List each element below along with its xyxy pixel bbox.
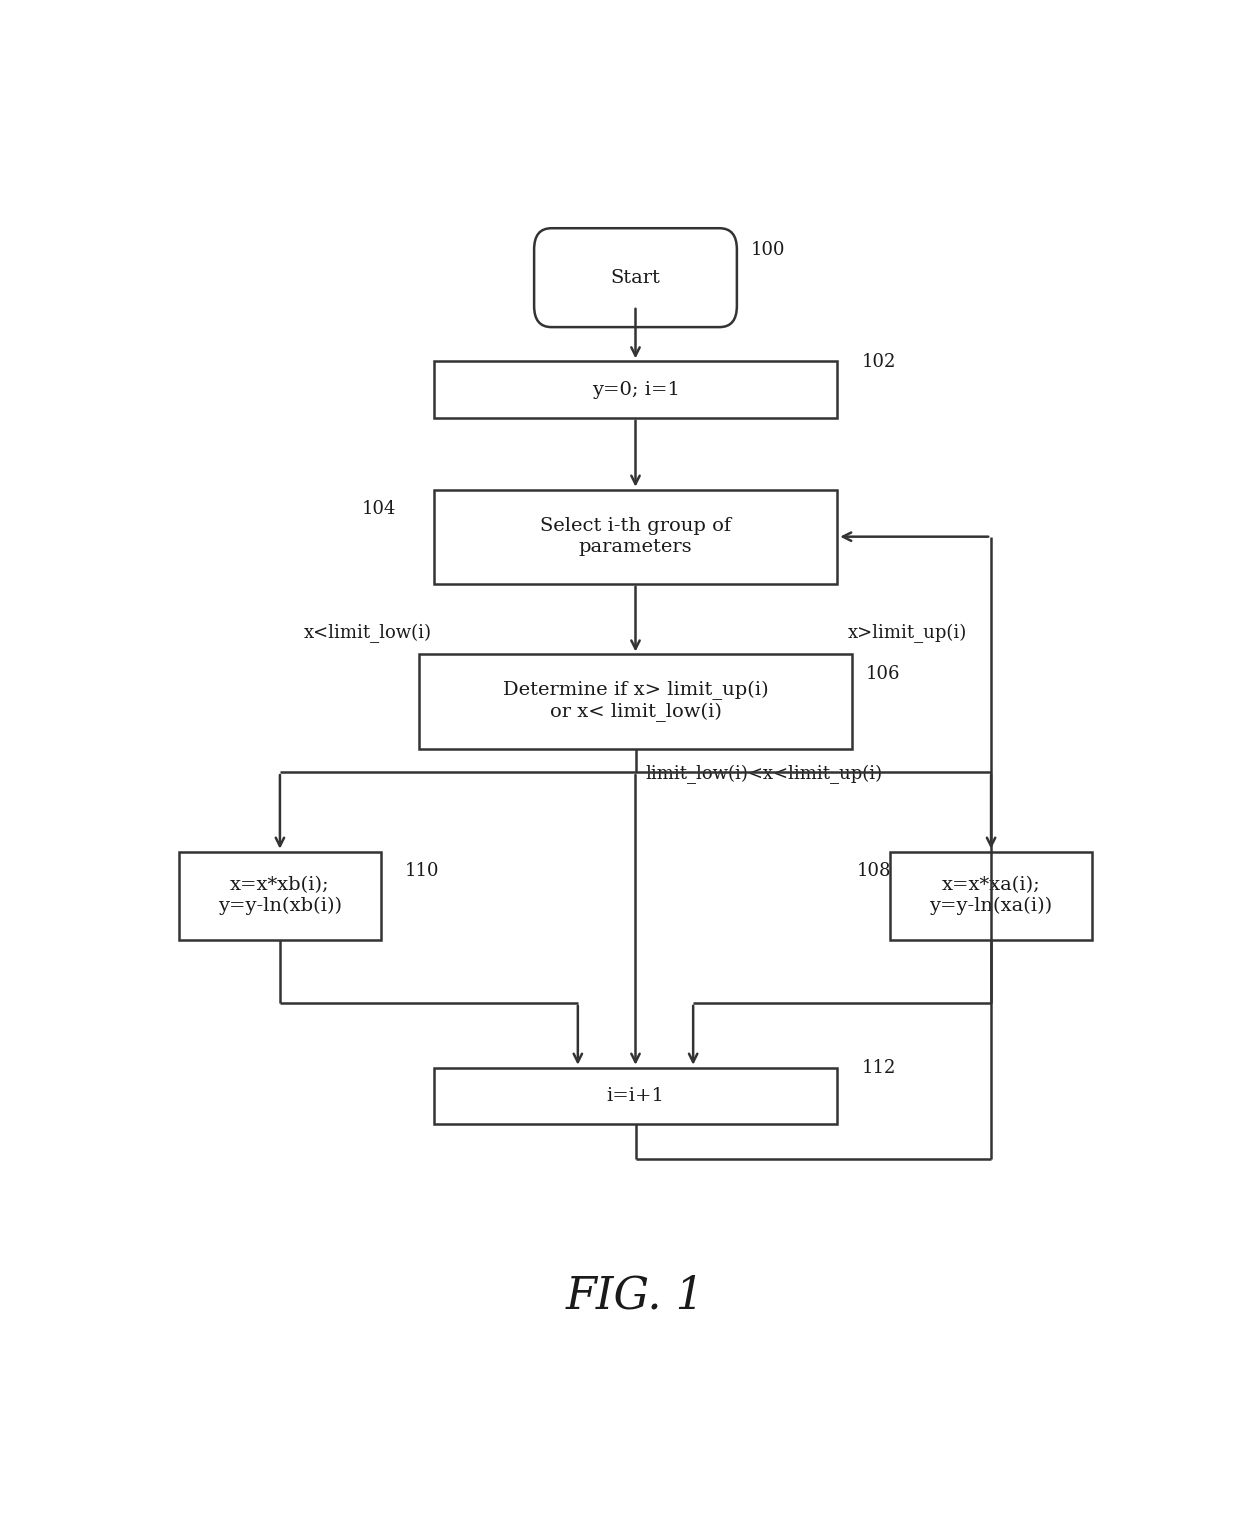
Text: FIG. 1: FIG. 1 [565,1275,706,1318]
FancyBboxPatch shape [890,852,1092,940]
Text: x=x*xb(i);
y=y-ln(xb(i)): x=x*xb(i); y=y-ln(xb(i)) [218,876,342,916]
Text: 108: 108 [857,862,892,881]
Text: x>limit_up(i): x>limit_up(i) [848,624,967,642]
FancyBboxPatch shape [179,852,381,940]
FancyBboxPatch shape [434,361,837,417]
Text: x=x*xa(i);
y=y-ln(xa(i)): x=x*xa(i); y=y-ln(xa(i)) [930,876,1053,916]
Text: Start: Start [610,269,661,286]
Text: 104: 104 [362,500,396,518]
FancyBboxPatch shape [434,489,837,584]
Text: limit_low(i)<x<limit_up(i): limit_low(i)<x<limit_up(i) [645,764,882,784]
Text: y=0; i=1: y=0; i=1 [591,381,680,399]
Text: i=i+1: i=i+1 [606,1087,665,1105]
Text: 110: 110 [404,862,439,881]
Text: 102: 102 [862,353,895,370]
Text: 106: 106 [866,665,900,682]
Text: Determine if x> limit_up(i)
or x< limit_low(i): Determine if x> limit_up(i) or x< limit_… [502,680,769,722]
Text: 100: 100 [751,242,785,258]
FancyBboxPatch shape [419,654,852,749]
Text: x<limit_low(i): x<limit_low(i) [304,624,432,642]
Text: Select i-th group of
parameters: Select i-th group of parameters [539,517,732,557]
FancyBboxPatch shape [534,228,737,327]
Text: 112: 112 [862,1060,895,1076]
FancyBboxPatch shape [434,1067,837,1124]
